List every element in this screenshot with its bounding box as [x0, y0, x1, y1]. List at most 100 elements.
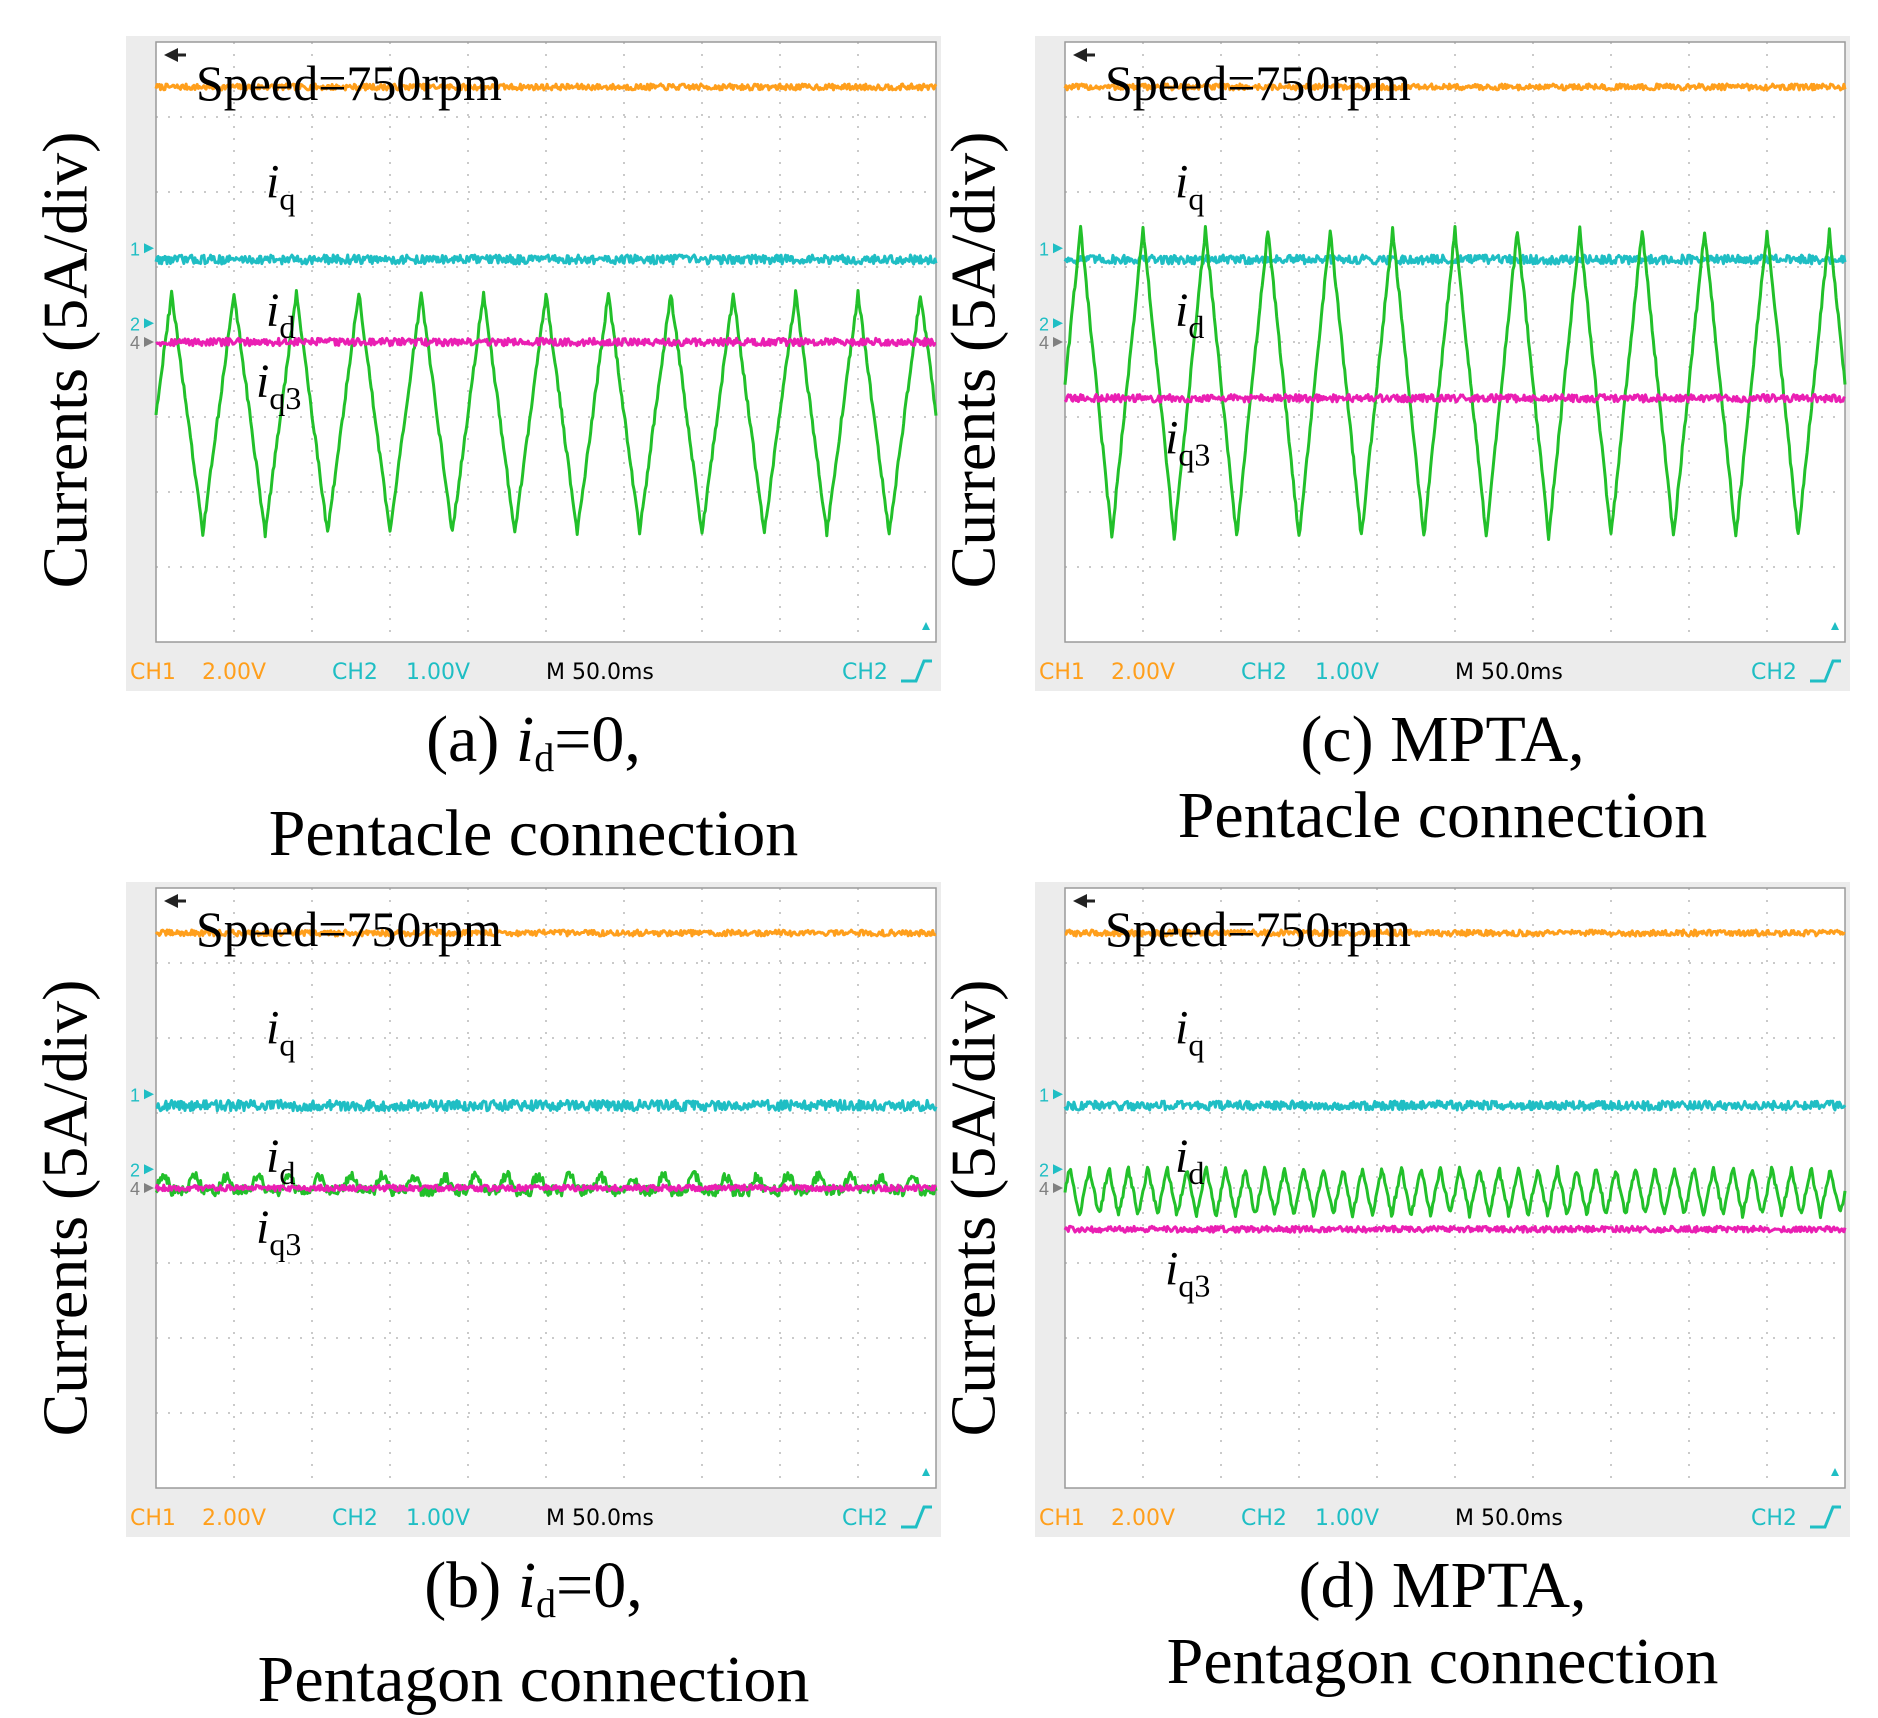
trace-label-sub: q3 [269, 380, 301, 416]
ch2-scale: 1.00V [406, 1506, 470, 1531]
scope-readout: CH1 2.00V CH2 1.00V M 50.0ms CH2 [1039, 1505, 1841, 1531]
trace-label-main: i [1175, 1002, 1188, 1055]
caption-line-2: Pentacle connection [1177, 779, 1708, 852]
trace-ch3 [154, 289, 938, 539]
channel-marker-4: 4 [1039, 1179, 1049, 1199]
trace-ch2 [154, 253, 938, 266]
channel-marker-1: 1 [1039, 1085, 1049, 1105]
caption-prefix: (b) [424, 1549, 518, 1622]
oscilloscope-screen: 1 2 4 Speed=750rpm iq id iq3 CH1 2.00V CH2 1.00V M … [1035, 36, 1850, 691]
trace-label-sub: q [1188, 181, 1204, 217]
trace-label-sub: q [279, 181, 295, 217]
trace-label: iq3 [256, 1201, 301, 1262]
trace-label-sub: q3 [1178, 1267, 1210, 1303]
ch2-scale: 1.00V [1315, 660, 1379, 685]
caption-line-1: (d) MPTA, [1035, 1548, 1850, 1624]
channel-marker-arrow [144, 243, 154, 254]
ch1-scale: 2.00V [1111, 1506, 1175, 1531]
channel-marker-arrow [1053, 1089, 1063, 1100]
channel-marker-4: 4 [130, 1179, 140, 1199]
trace-label-main: i [256, 355, 269, 408]
channel-marker-2: 2 [130, 314, 140, 334]
ch2-label: CH2 [332, 660, 378, 685]
trace-label: iq [266, 156, 295, 217]
trace-ch1 [1063, 82, 1847, 92]
trace-ch2 [1063, 253, 1847, 266]
trace-label-sub: d [1188, 309, 1204, 345]
y-axis-label-text: Currents (5A/div) [29, 979, 100, 1437]
trace-label-main: i [1165, 1242, 1178, 1295]
trace-label: iq [266, 1002, 295, 1063]
caption-line-2: Pentagon connection [257, 1643, 810, 1716]
channel-marker-arrow [144, 1089, 154, 1100]
channel-marker-2: 2 [1039, 314, 1049, 334]
panel-caption: (b) id=0, Pentagon connection [126, 1548, 941, 1718]
caption-prefix: (d) MPTA, [1298, 1549, 1587, 1622]
trace-label: iq3 [1165, 1242, 1210, 1303]
trace-label: iq3 [256, 355, 301, 416]
ch2-scale: 1.00V [406, 660, 470, 685]
trace-label-sub: d [279, 1155, 295, 1191]
channel-marker-arrow [144, 1164, 154, 1175]
caption-suffix: =0, [556, 1549, 643, 1622]
trace-label: id [1175, 1130, 1204, 1191]
trace-label-main: i [256, 1201, 269, 1254]
trigger-edge-icon [1810, 659, 1841, 683]
ch1-label: CH1 [1039, 1506, 1085, 1531]
trace-label-sub: d [279, 309, 295, 345]
speed-annotation: Speed=750rpm [196, 901, 502, 957]
caption-var: i [517, 1549, 537, 1622]
channel-marker-arrow [144, 1183, 154, 1193]
trace-label-sub: q3 [1178, 436, 1210, 472]
trace-label-main: i [1175, 156, 1188, 209]
caption-line-1: (b) id=0, [126, 1548, 941, 1642]
trace-label-sub: d [1188, 1155, 1204, 1191]
timebase: M 50.0ms [1455, 1506, 1563, 1531]
y-axis-label-text: Currents (5A/div) [937, 131, 1008, 589]
trigger-source: CH2 [842, 660, 888, 685]
trace-label: iq [1175, 1002, 1204, 1063]
y-axis-label-text: Currents (5A/div) [29, 131, 100, 589]
ch1-scale: 2.00V [202, 1506, 266, 1531]
caption-line-1: (c) MPTA, [1035, 702, 1850, 778]
ch1-label: CH1 [130, 660, 176, 685]
y-axis-label: Currents (5A/div) [908, 40, 1038, 680]
scope-readout: CH1 2.00V CH2 1.00V M 50.0ms CH2 [130, 1505, 932, 1531]
ch1-label: CH1 [130, 1506, 176, 1531]
trace-label-main: i [1165, 411, 1178, 464]
trace-ch4 [154, 1183, 938, 1193]
y-axis-label: Currents (5A/div) [0, 40, 130, 680]
ch1-label: CH1 [1039, 660, 1085, 685]
panel-caption: (d) MPTA, Pentagon connection [1035, 1548, 1850, 1700]
trigger-edge-icon [901, 659, 932, 683]
trigger-position-icon [164, 48, 178, 62]
channel-marker-1: 1 [130, 239, 140, 259]
timebase: M 50.0ms [1455, 660, 1563, 685]
trigger-level-icon [922, 1468, 930, 1476]
trace-label: iq [1175, 156, 1204, 217]
trace-label: id [1175, 284, 1204, 345]
channel-marker-2: 2 [130, 1160, 140, 1180]
ch1-scale: 2.00V [202, 660, 266, 685]
channel-marker-arrow [1053, 243, 1063, 254]
trace-ch4 [1063, 393, 1846, 404]
trace-ch4 [155, 336, 937, 348]
panel-caption: (a) id=0, Pentacle connection [126, 702, 941, 872]
oscilloscope-screen: 1 2 4 Speed=750rpm iq id iq3 CH1 2.00V CH2 1.00V M … [1035, 882, 1850, 1537]
trace-ch2 [155, 1098, 938, 1113]
y-axis-label: Currents (5A/div) [0, 888, 130, 1528]
y-axis-label-text: Currents (5A/div) [937, 979, 1008, 1437]
trigger-position-icon [1073, 48, 1087, 62]
channel-marker-2: 2 [1039, 1160, 1049, 1180]
ch2-label: CH2 [1241, 1506, 1287, 1531]
trace-label: id [266, 284, 295, 345]
trace-label-main: i [1175, 1130, 1188, 1183]
trace-ch1 [154, 928, 937, 938]
channel-marker-4: 4 [130, 333, 140, 353]
channel-marker-arrow [1053, 1164, 1063, 1175]
trigger-position-icon [1073, 894, 1087, 908]
